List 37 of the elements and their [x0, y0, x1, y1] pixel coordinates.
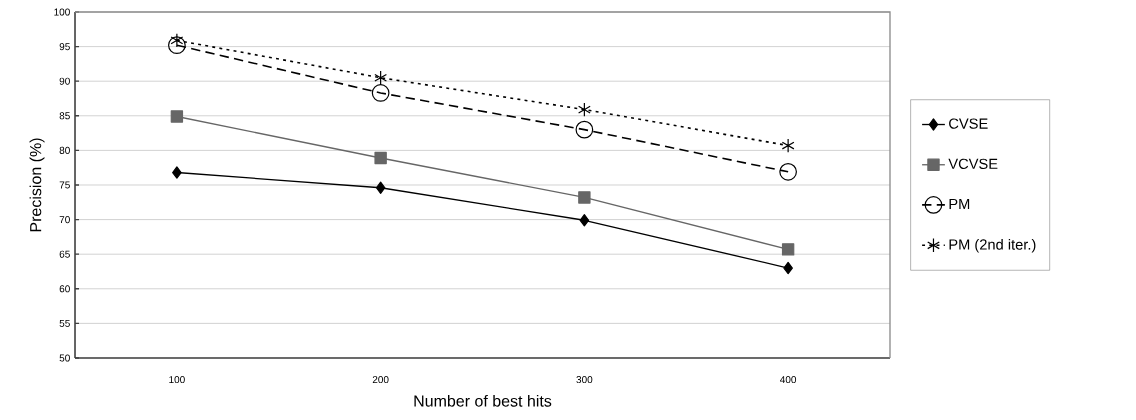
- y-tick-label: 90: [59, 77, 70, 85]
- legend-label: PM (2nd iter.): [949, 238, 1036, 253]
- point: [575, 120, 594, 139]
- y-tick-label: 60: [59, 285, 70, 293]
- point: [578, 102, 591, 117]
- legend-label: VCVSE: [948, 158, 998, 170]
- point: [578, 191, 591, 204]
- point: [783, 261, 793, 275]
- point: [374, 70, 387, 85]
- y-tick-label: 75: [59, 181, 70, 189]
- point: [170, 33, 184, 48]
- y-axis-title: Precision (%): [29, 138, 45, 232]
- y-tick-label: 80: [59, 146, 70, 154]
- y-tick-label: 70: [59, 216, 70, 224]
- point: [371, 84, 390, 102]
- point: [375, 181, 386, 194]
- y-tick-label: 50: [59, 354, 70, 362]
- point: [579, 214, 590, 227]
- y-tick-label: 100: [54, 8, 70, 16]
- y-tick-label: 55: [59, 319, 70, 327]
- x-axis-title: Number of best hits: [414, 394, 552, 407]
- legend-label: PM: [949, 198, 970, 209]
- x-tick-label: 300: [576, 376, 593, 384]
- point: [781, 243, 795, 256]
- point: [374, 151, 387, 165]
- point: [779, 162, 797, 181]
- y-tick-label: 85: [59, 112, 70, 120]
- x-tick-label: 200: [372, 376, 389, 384]
- point: [781, 138, 795, 153]
- x-tick-label: 400: [780, 376, 797, 384]
- x-tick-label: 100: [169, 376, 185, 384]
- y-tick-label: 65: [59, 250, 70, 258]
- point: [172, 166, 182, 179]
- point: [168, 36, 186, 55]
- legend-label: CVSE: [949, 118, 988, 129]
- point: [170, 110, 184, 123]
- y-tick-label: 95: [59, 43, 70, 51]
